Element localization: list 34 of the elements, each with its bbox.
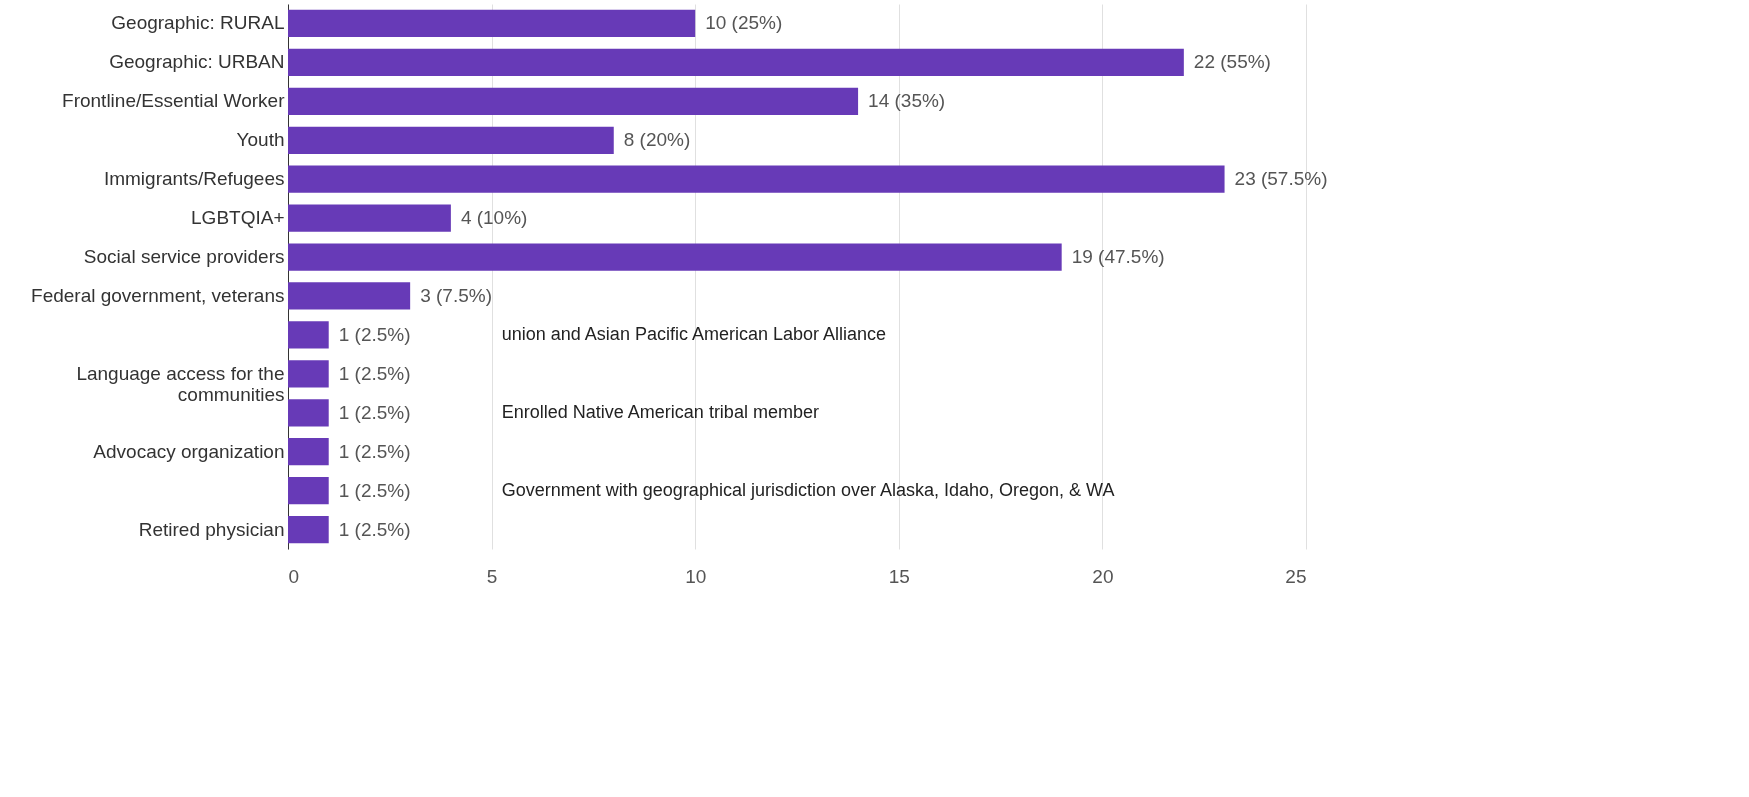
- y-tick-label: Social service providers: [83, 246, 285, 268]
- x-tick-label: 25: [1285, 565, 1307, 587]
- data-label: 4 (10%): [460, 207, 528, 229]
- data-label: 1 (2.5%): [338, 479, 411, 501]
- y-tick-label: Federal government, veterans: [31, 284, 285, 306]
- data-label: 23 (57.5%): [1234, 168, 1328, 190]
- y-tick-label: Immigrants/Refugees: [103, 168, 285, 190]
- y-tick-label: Youth: [236, 129, 285, 151]
- y-tick-label: Geographic: URBAN: [109, 51, 285, 73]
- data-label: 1 (2.5%): [338, 362, 411, 384]
- annotation: Enrolled Native American tribal member: [501, 401, 819, 422]
- y-tick-label: Frontline/Essential Worker: [62, 90, 286, 112]
- y-tick-label: Language access for the communities: [76, 362, 285, 405]
- data-label: 1 (2.5%): [338, 440, 411, 462]
- annotation: union and Asian Pacific American Labor Alliance: [501, 323, 887, 344]
- data-label: 22 (55%): [1193, 51, 1271, 73]
- y-tick-label: LGBTQIA+: [191, 207, 285, 229]
- data-label: 1 (2.5%): [338, 323, 411, 345]
- x-tick-label: 15: [888, 565, 910, 587]
- y-tick-label: Retired physician: [138, 518, 285, 540]
- x-tick-label: 20: [1092, 565, 1114, 587]
- annotation: Government with geographical jurisdiction over Alaska, Idaho, Oregon, & WA: [501, 479, 1115, 500]
- data-label: 1 (2.5%): [338, 518, 411, 540]
- data-label: 1 (2.5%): [338, 401, 411, 423]
- data-label: 3 (7.5%): [420, 284, 492, 306]
- y-tick-label: Geographic: RURAL: [111, 12, 285, 34]
- data-label: 10 (25%): [705, 12, 783, 34]
- data-label: 8 (20%): [623, 129, 691, 151]
- y-tick-label: Advocacy organization: [93, 440, 285, 462]
- x-tick-label: 0: [288, 565, 300, 587]
- x-tick-label: 5: [486, 565, 498, 587]
- data-label: 19 (47.5%): [1071, 246, 1165, 268]
- data-label: 14 (35%): [868, 90, 946, 112]
- x-tick-label: 10: [685, 565, 707, 587]
